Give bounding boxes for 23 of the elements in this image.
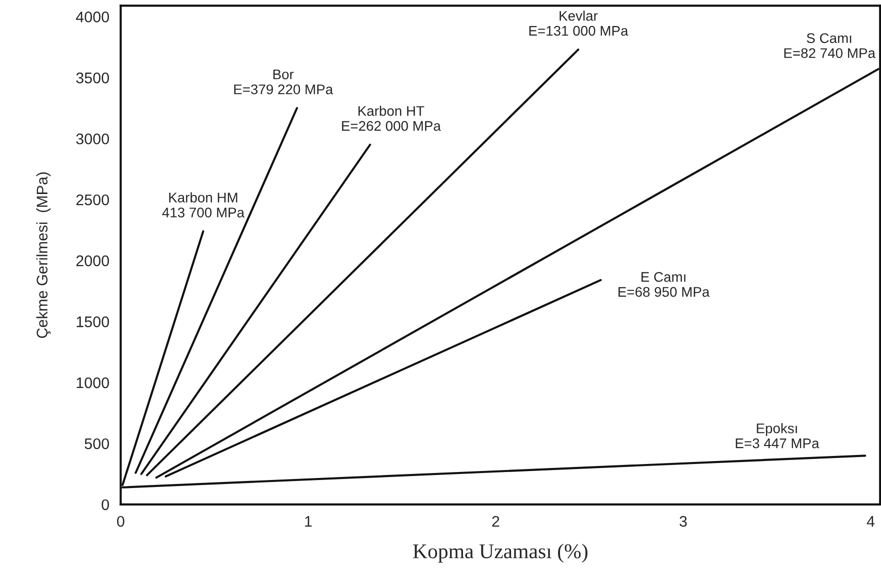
- x-tick-label: 4: [866, 516, 875, 527]
- annotation: Karbon HT E=262 000 MPa: [342, 106, 441, 131]
- y-axis-title: Çekme Gerilmesi (MPa): [36, 172, 51, 338]
- annotation: Epoksı E=3 447 MPa: [736, 423, 820, 448]
- y-tick-label: 2000: [76, 255, 109, 266]
- x-tick-label: 0: [117, 516, 124, 527]
- y-tick-label: 4000: [76, 12, 109, 22]
- y-tick-label: 1500: [76, 316, 109, 328]
- y-tick-label: 500: [84, 438, 109, 450]
- x-tick-label: 1: [305, 516, 312, 527]
- y-tick-label: 3000: [76, 133, 109, 144]
- x-axis-title: Kopma Uzaması (%): [413, 544, 588, 563]
- annotation: E Camı E=68 950 MPa: [618, 272, 710, 297]
- y-tick-label: 1000: [76, 377, 109, 388]
- y-tick-label: 3500: [76, 72, 109, 84]
- annotation: Karbon HM 413 700 MPa: [162, 192, 245, 218]
- y-tick-label: 0: [102, 499, 109, 510]
- x-tick-label: 2: [492, 516, 500, 527]
- annotation: Bor E=379 220 MPa: [234, 70, 334, 94]
- y-tick-label: 2500: [76, 194, 109, 206]
- annotation: Kevlar E=131 000 MPa: [529, 10, 628, 36]
- x-tick-label: 3: [680, 516, 687, 527]
- annotation: S Camı E=82 740 MPa: [784, 33, 876, 58]
